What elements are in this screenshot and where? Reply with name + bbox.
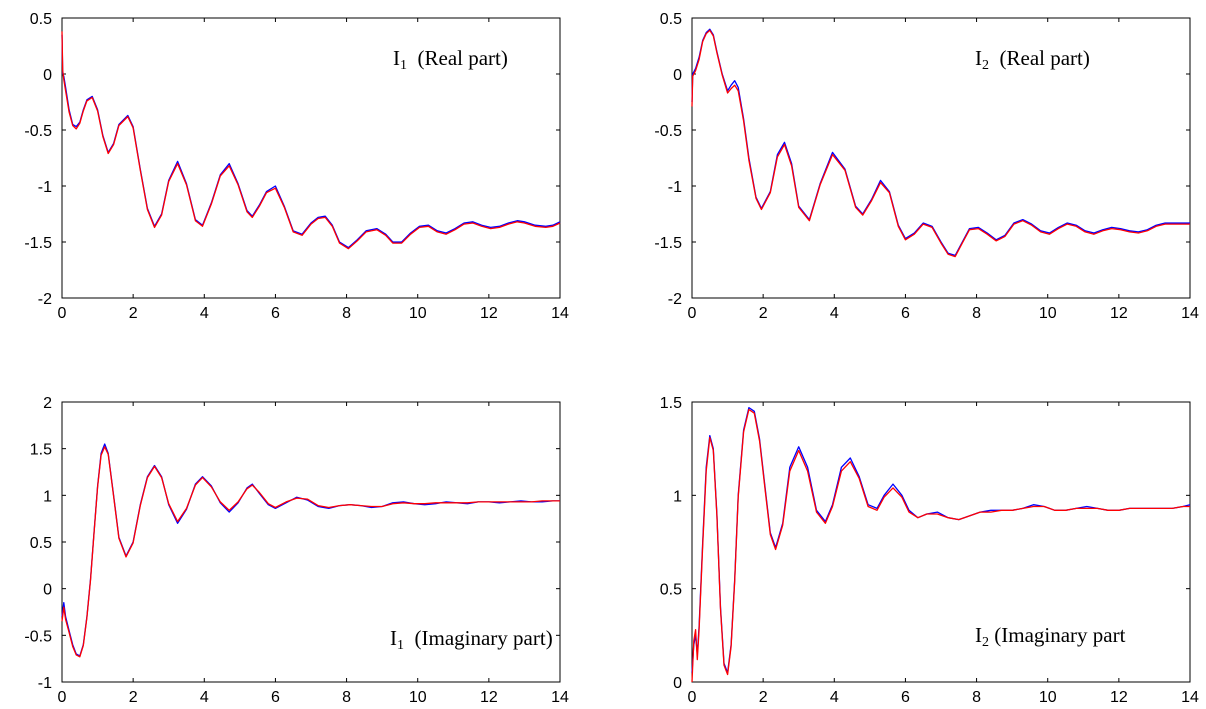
panel-annotation: I2 (Real part) [975,46,1090,73]
panel-annotation: I1 (Imaginary part) [390,626,553,653]
x-tick-label: 2 [759,305,768,322]
y-tick-label: -2 [38,291,52,308]
series-line-2 [61,446,560,658]
plot-frame [691,17,1191,299]
x-tick-label: 0 [688,305,697,322]
annotation-subscript: 1 [397,638,404,653]
y-tick-label: 0.5 [660,582,682,599]
annotation-suffix: (Real part) [407,46,508,70]
x-tick-label: 10 [409,305,427,322]
plot-frame [61,17,561,299]
annotation-prefix: I [975,623,982,647]
x-tick-label: 6 [271,305,280,322]
x-tick-label: 2 [129,689,138,706]
series-line-2 [691,408,1190,683]
y-tick-label: -0.5 [24,123,52,140]
x-tick-label: 12 [480,689,498,706]
x-tick-label: 6 [901,305,910,322]
annotation-suffix: (Imaginary part) [404,626,553,650]
y-tick-label: -1 [38,179,52,196]
y-tick-label: 1.5 [30,442,52,459]
annotation-prefix: I [390,626,397,650]
x-tick-label: 10 [1039,689,1057,706]
x-tick-label: 14 [551,305,569,322]
x-tick-label: 10 [409,689,427,706]
chart-i2-real: 0 2 4 6 8 10 12 140.50-0.5-1-1.5-2I2 (Real part… [654,11,1199,322]
y-tick-label: 0.5 [30,11,52,28]
y-tick-label: -0.5 [24,628,52,645]
annotation-suffix: (Imaginary part [989,623,1126,647]
plot-frame [691,401,1191,683]
x-tick-label: 8 [342,689,351,706]
y-tick-label: 1 [673,488,682,505]
x-tick-label: 2 [759,689,768,706]
x-tick-label: 14 [1181,305,1199,322]
x-tick-label: 4 [200,305,209,322]
y-tick-label: 2 [43,395,52,412]
x-tick-label: 12 [480,305,498,322]
x-tick-label: 10 [1039,305,1057,322]
y-tick-label: 1.5 [660,395,682,412]
x-tick-label: 0 [58,305,67,322]
y-tick-label: 0 [43,582,52,599]
x-tick-label: 14 [551,689,569,706]
x-tick-label: 4 [830,689,839,706]
series-line-1 [61,443,560,657]
x-tick-label: 0 [688,689,697,706]
annotation-subscript: 2 [982,635,989,650]
x-tick-label: 8 [342,305,351,322]
series-line-1 [691,28,1190,257]
y-tick-label: 0 [673,67,682,84]
y-tick-label: -1 [668,179,682,196]
series-line-2 [61,31,561,250]
x-tick-label: 0 [58,689,67,706]
annotation-subscript: 2 [982,58,989,73]
y-tick-label: 0 [673,675,682,692]
y-tick-label: -0.5 [654,123,682,140]
panel-annotation: I2 (Imaginary part [975,623,1126,650]
annotation-prefix: I [975,46,982,70]
annotation-subscript: 1 [400,58,407,73]
y-tick-label: -2 [668,291,682,308]
x-tick-label: 12 [1110,305,1128,322]
series-line-2 [691,29,1190,258]
y-tick-label: 0 [43,67,52,84]
x-tick-label: 8 [972,689,981,706]
x-tick-label: 4 [830,305,839,322]
annotation-suffix: (Real part) [989,46,1090,70]
y-tick-label: 0.5 [30,535,52,552]
x-tick-label: 6 [271,689,280,706]
x-tick-label: 12 [1110,689,1128,706]
x-tick-label: 14 [1181,689,1199,706]
y-tick-label: 0.5 [660,11,682,28]
chart-i1-real: 0 2 4 6 8 10 12 14 0.5 0 -0.5 -1 -1.5 -2 I1 (Real part… [24,11,569,322]
annotation-prefix: I [393,46,400,70]
x-tick-label: 2 [129,305,138,322]
y-tick-label: -1 [38,675,52,692]
x-tick-label: 4 [200,689,209,706]
x-tick-label: 6 [901,689,910,706]
x-tick-label: 8 [972,305,981,322]
y-tick-label: 1 [43,488,52,505]
y-tick-label: -1.5 [654,235,682,252]
panel-annotation: I1 (Real part) [393,46,508,73]
y-tick-label: -1.5 [24,235,52,252]
